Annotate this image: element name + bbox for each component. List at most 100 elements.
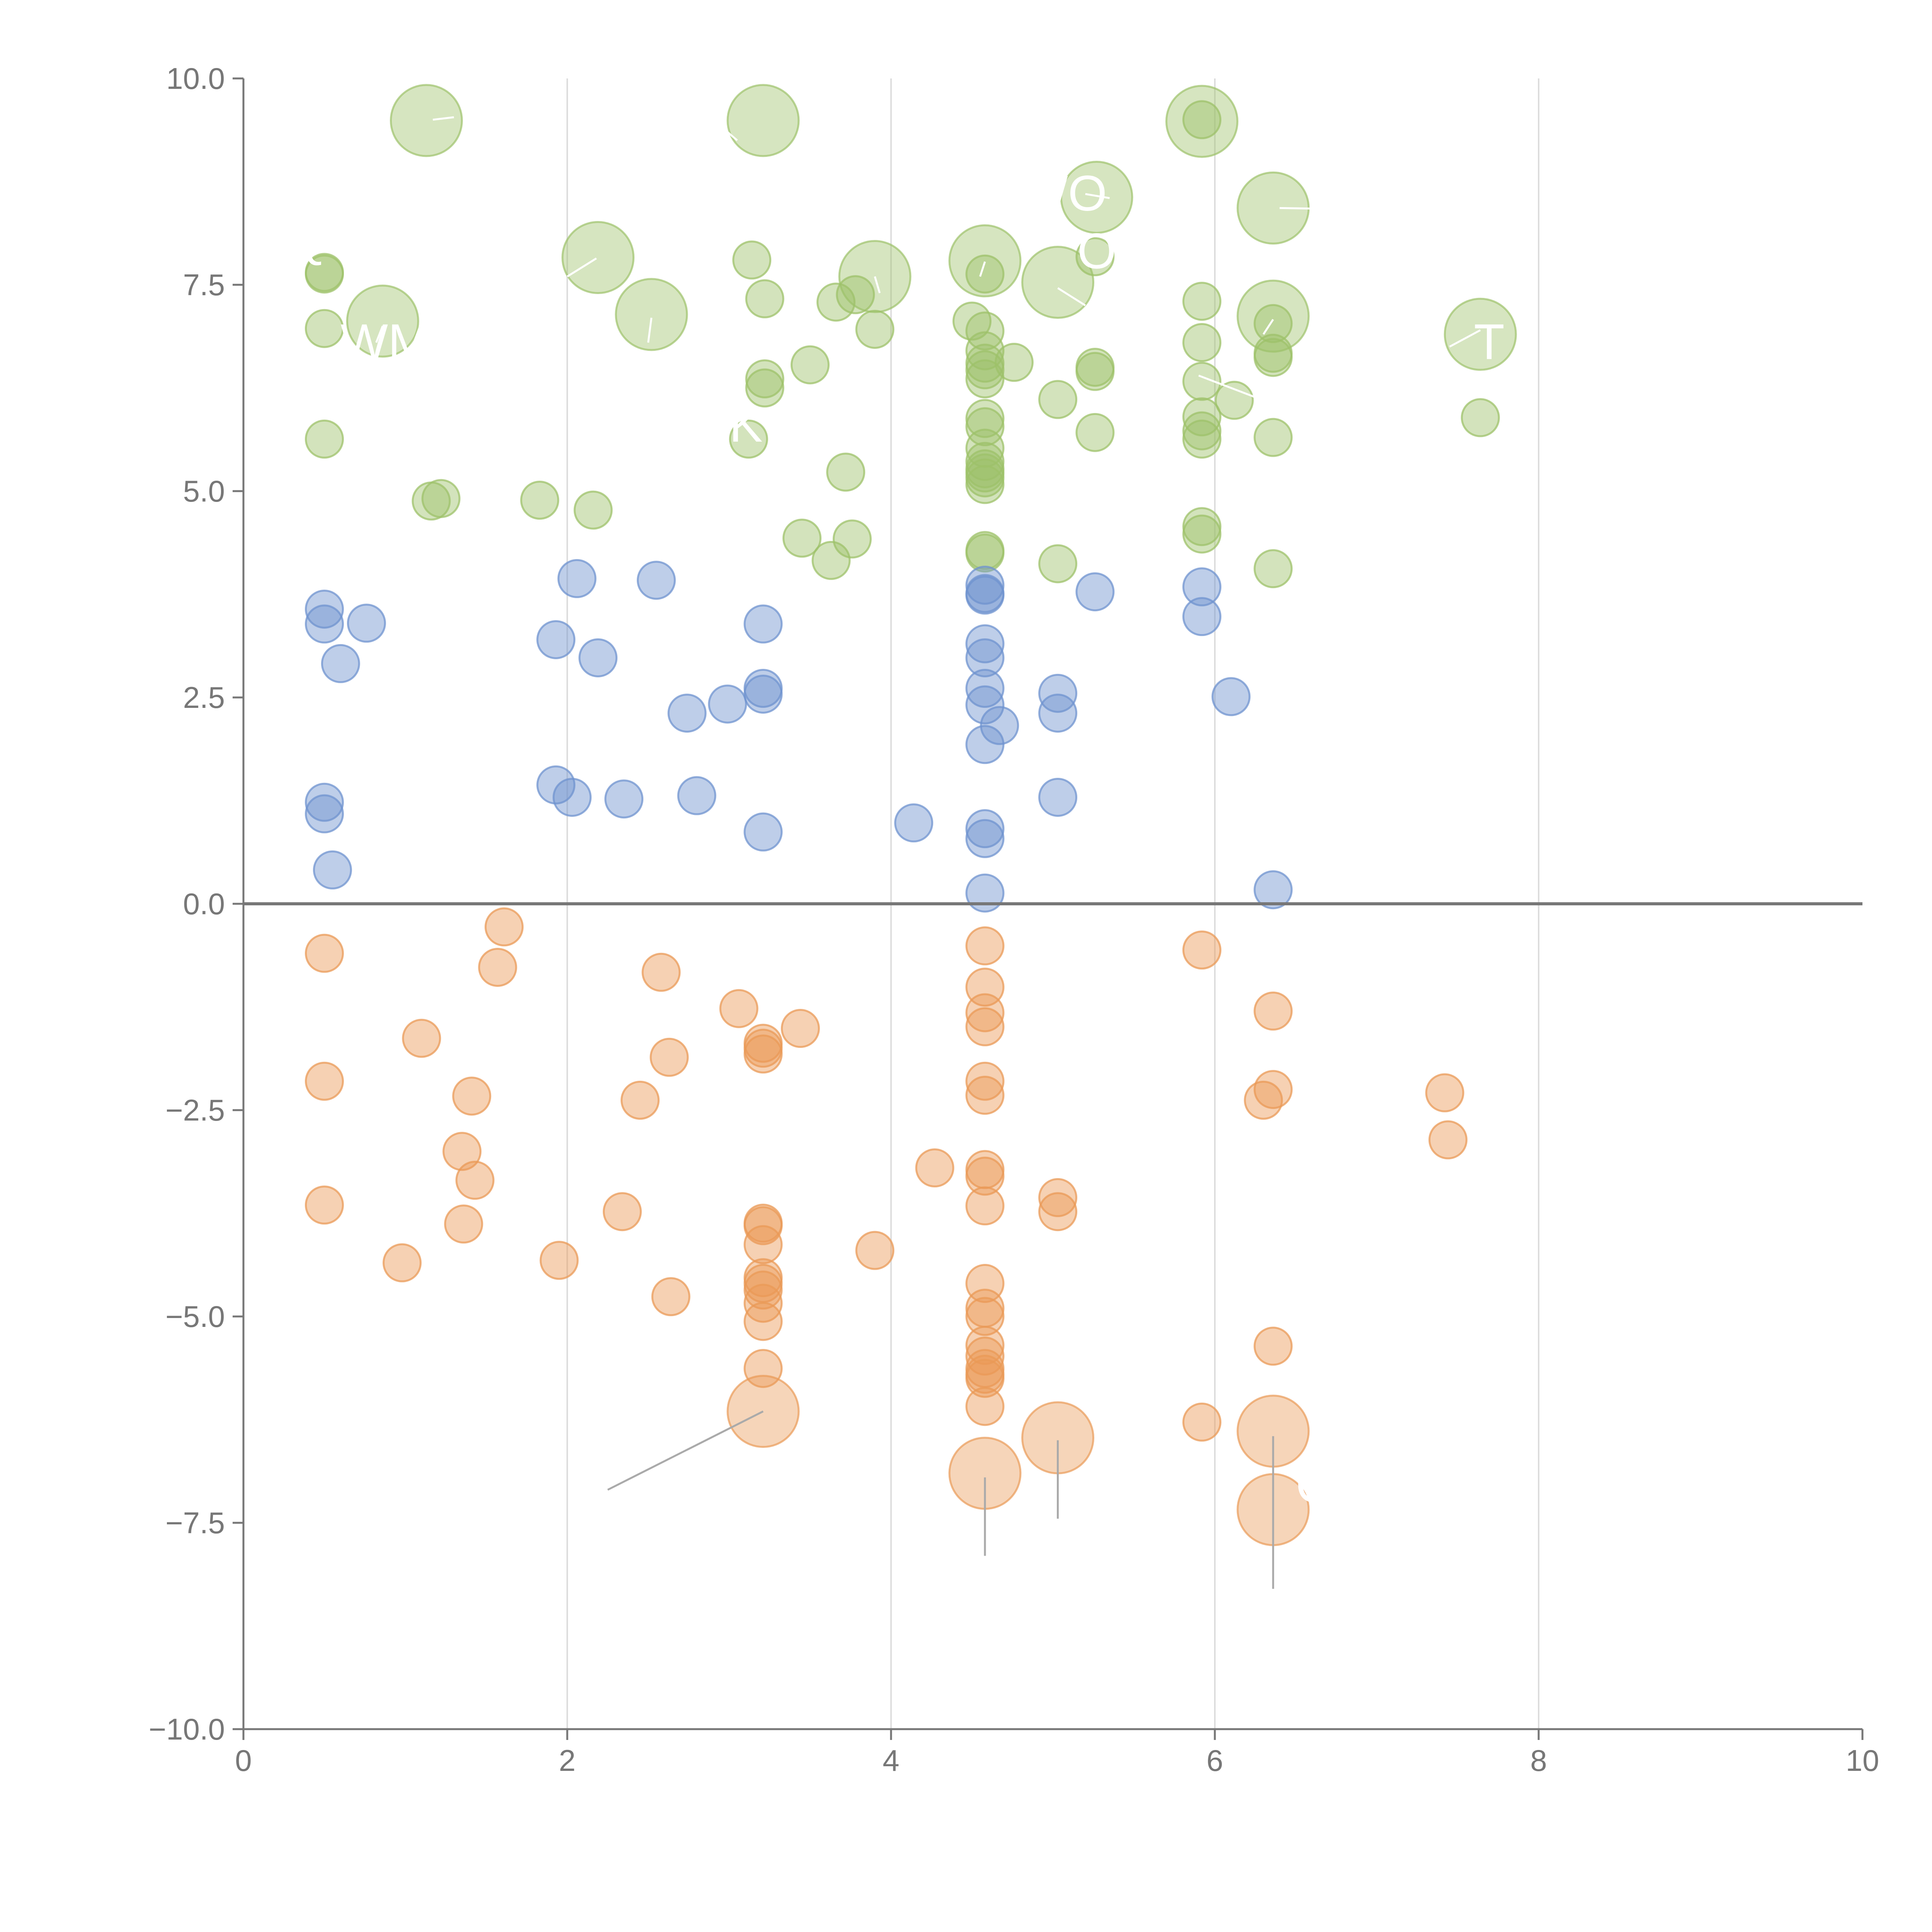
orange-point (305, 1185, 344, 1225)
leader-line (647, 318, 653, 343)
green-point (965, 254, 1005, 294)
green-bubble (726, 84, 800, 157)
orange-point (1244, 1080, 1283, 1120)
green-point (745, 279, 784, 318)
orange-point (442, 1132, 482, 1171)
green-bubble (1444, 298, 1517, 371)
green-point (811, 541, 851, 580)
blue-point (1075, 572, 1115, 612)
blue-point (708, 684, 747, 724)
y-tick-label: 5.0 (183, 474, 225, 508)
green-point (994, 343, 1034, 382)
y-tick-label: 10.0 (166, 61, 225, 95)
blue-point (321, 644, 360, 683)
green-point (836, 275, 875, 315)
green-point (1038, 544, 1078, 583)
green-point (1253, 549, 1293, 588)
leader-line (607, 1410, 764, 1491)
x-tick-label: 6 (1206, 1743, 1223, 1777)
point-label: O (1296, 1457, 1335, 1513)
y-tick-label: −2.5 (165, 1093, 225, 1127)
green-point (965, 533, 1005, 573)
green-point (1075, 237, 1115, 276)
orange-point (305, 1061, 344, 1101)
point-label: T (1474, 313, 1504, 370)
y-tick-label: 2.5 (183, 680, 225, 714)
blue-point (305, 794, 344, 833)
blue-point (305, 589, 344, 629)
blue-point (1038, 694, 1078, 733)
orange-point (1253, 1327, 1293, 1366)
blue-point (604, 779, 644, 819)
point-label: WM (340, 313, 430, 370)
blue-point (305, 782, 344, 822)
leader-line (712, 119, 738, 141)
green-bubble (948, 224, 1022, 298)
orange-point (444, 1204, 483, 1244)
leader-line (1262, 319, 1274, 335)
green-point (1461, 398, 1500, 437)
green-bubble (561, 221, 635, 294)
blue-point (1182, 567, 1221, 607)
blue-point (743, 812, 783, 852)
green-point (965, 311, 1005, 351)
green-bubble (346, 284, 419, 358)
green-point (1182, 397, 1221, 437)
blue-point (1038, 777, 1078, 817)
green-point (1038, 380, 1078, 419)
orange-point (965, 1156, 1005, 1196)
green-point (965, 359, 1005, 399)
blue-point (347, 604, 386, 643)
orange-point (452, 1077, 492, 1116)
green-point (1182, 100, 1221, 139)
blue-point (965, 819, 1005, 858)
blue-point (1038, 673, 1078, 713)
orange-point (641, 952, 681, 992)
orange-point (965, 1007, 1005, 1046)
green-point (1182, 323, 1221, 362)
green-point (1214, 381, 1254, 420)
orange-point (455, 1161, 495, 1200)
blue-point (1182, 597, 1221, 636)
blue-point (636, 561, 676, 600)
orange-point (651, 1277, 690, 1316)
y-tick-label: 0.0 (183, 887, 225, 921)
orange-point (1182, 930, 1221, 970)
orange-point (1182, 1402, 1221, 1442)
green-bubble (1060, 161, 1133, 234)
green-point (816, 282, 856, 322)
orange-point (965, 1297, 1005, 1336)
orange-point (1038, 1192, 1078, 1231)
leader-line (1057, 287, 1086, 306)
x-tick-label: 8 (1530, 1743, 1547, 1777)
orange-point (965, 1061, 1005, 1101)
orange-point (743, 1302, 783, 1341)
orange-point (402, 1019, 441, 1058)
orange-point (602, 1192, 642, 1231)
green-point (965, 350, 1005, 389)
blue-point (578, 638, 618, 677)
blue-point (313, 850, 352, 889)
point-label: QU (289, 210, 364, 267)
green-point (1253, 418, 1293, 457)
orange-point (621, 1080, 660, 1120)
green-point (573, 490, 613, 530)
leader-line (979, 261, 986, 277)
blue-point (667, 694, 707, 733)
green-point (520, 480, 560, 520)
orange-point (965, 1359, 1005, 1398)
green-bubble (615, 278, 688, 351)
blue-point (1211, 677, 1251, 716)
green-point (1182, 362, 1221, 401)
leader-line (432, 116, 454, 121)
orange-point (650, 1037, 689, 1077)
blue-point (677, 776, 716, 815)
blue-point (743, 674, 783, 714)
blue-point (965, 809, 1005, 849)
leader-line (1198, 374, 1264, 401)
orange-point (305, 934, 344, 973)
leader-line (1449, 329, 1481, 348)
leader-line (1085, 193, 1110, 199)
blue-point (894, 803, 934, 843)
